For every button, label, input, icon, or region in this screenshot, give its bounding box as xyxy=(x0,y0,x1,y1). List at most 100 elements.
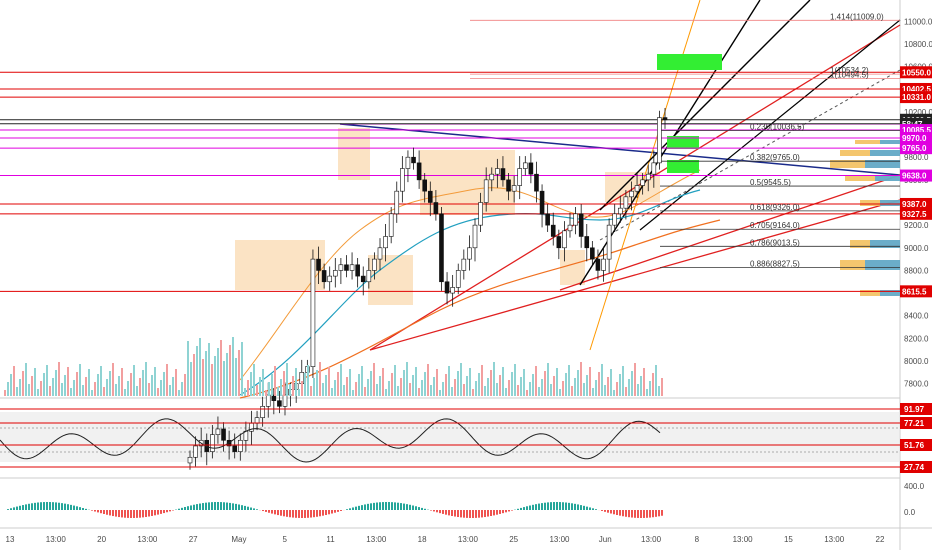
volume-bar xyxy=(574,378,576,396)
macd-bar xyxy=(193,504,195,510)
time-tick-label: 13:00 xyxy=(458,535,479,544)
macd-bar xyxy=(562,502,564,510)
macd-bar xyxy=(211,502,213,510)
volume-bar xyxy=(331,388,333,396)
volume-bar xyxy=(160,380,162,396)
macd-bar xyxy=(307,510,309,518)
macd-bar xyxy=(442,510,444,514)
volume-bar xyxy=(382,368,384,396)
macd-bar xyxy=(190,505,192,510)
rsi-tag: 27.74 xyxy=(0,461,932,473)
volume-bar xyxy=(109,371,111,396)
macd-bar xyxy=(166,510,168,513)
volume-bar xyxy=(643,368,645,396)
candle xyxy=(640,173,645,195)
volume-bar xyxy=(262,369,264,396)
volume-bar xyxy=(535,366,537,396)
candle xyxy=(360,266,366,296)
volume-bar xyxy=(214,356,216,396)
volume-bar xyxy=(94,382,96,396)
macd-bar xyxy=(409,504,411,510)
candle xyxy=(411,147,416,170)
macd-bar xyxy=(292,510,294,518)
volume-bar xyxy=(58,362,60,396)
candle xyxy=(629,181,634,211)
macd-bar xyxy=(424,508,426,510)
macd-bar xyxy=(487,510,489,517)
price-tick-label: 10800.0 xyxy=(904,40,932,49)
volume-bar xyxy=(436,369,438,396)
volume-bar xyxy=(307,365,309,396)
volume-bar xyxy=(37,389,39,396)
candle xyxy=(215,416,221,444)
time-tick-label: 8 xyxy=(695,535,700,544)
volume-bar xyxy=(229,345,231,396)
price-tick-label: 8400.0 xyxy=(904,312,929,321)
volume-bar xyxy=(658,386,660,396)
time-tick-label: Jun xyxy=(599,535,612,544)
volume-bar xyxy=(181,382,183,396)
macd-bar xyxy=(241,505,243,510)
macd-bar xyxy=(379,502,381,510)
macd-bar xyxy=(646,510,648,518)
volume-bar xyxy=(247,380,249,396)
rsi-tick-label: 77.21 xyxy=(904,419,925,428)
time-tick-label: 11 xyxy=(326,535,335,544)
candle xyxy=(221,422,226,452)
volume-bar xyxy=(379,376,381,396)
fib-level-label: 0.382(9765.0) xyxy=(750,153,800,162)
price-tick-label: 8200.0 xyxy=(904,334,929,343)
macd-bar xyxy=(436,510,438,513)
volume-bar xyxy=(196,346,198,396)
volume-bar xyxy=(232,337,234,396)
macd-bar xyxy=(373,502,375,510)
volume-bar xyxy=(70,388,72,396)
macd-bar xyxy=(334,510,336,513)
macd-bar xyxy=(271,510,273,514)
macd-bar xyxy=(7,509,9,510)
volume-bar xyxy=(136,386,138,396)
time-tick-label: 22 xyxy=(876,535,885,544)
macd-bar xyxy=(391,502,393,510)
volume-bar xyxy=(271,374,273,396)
macd-bar xyxy=(340,510,342,511)
candle xyxy=(517,156,523,200)
candle xyxy=(383,224,388,262)
macd-bar xyxy=(394,502,396,510)
candle xyxy=(623,190,629,220)
macd-bar xyxy=(130,510,132,518)
volume-bar xyxy=(634,363,636,396)
candle xyxy=(662,107,668,129)
volume-bar xyxy=(355,382,357,396)
volume-bar xyxy=(211,364,213,396)
macd-bar xyxy=(10,508,12,510)
price-tag-label: 10085.5 xyxy=(902,126,931,135)
candle xyxy=(439,207,444,291)
macd-bar xyxy=(238,504,240,510)
volume-bar xyxy=(40,381,42,396)
volume-bar xyxy=(106,379,108,396)
macd-bar xyxy=(73,505,75,510)
volume-bar xyxy=(502,367,504,396)
price-tag: 8615.5 xyxy=(900,285,932,298)
volume-bar xyxy=(202,359,204,396)
macd-bar xyxy=(79,507,81,510)
volume-bar xyxy=(184,374,186,396)
candle xyxy=(539,184,545,228)
macd-bar xyxy=(139,510,141,518)
candle xyxy=(590,241,595,266)
candle xyxy=(237,433,243,461)
candle xyxy=(467,235,472,271)
macd-bar xyxy=(574,503,576,510)
macd-bar xyxy=(358,505,360,510)
volume-bar xyxy=(82,385,84,396)
macd-bar xyxy=(286,510,288,517)
volume-bar xyxy=(496,383,498,396)
volume-bar xyxy=(187,341,189,396)
macd-bar xyxy=(49,502,51,510)
candle xyxy=(657,110,662,170)
volume-bar xyxy=(157,388,159,396)
candle xyxy=(349,252,355,280)
price-tag-label: 8615.5 xyxy=(902,287,927,296)
